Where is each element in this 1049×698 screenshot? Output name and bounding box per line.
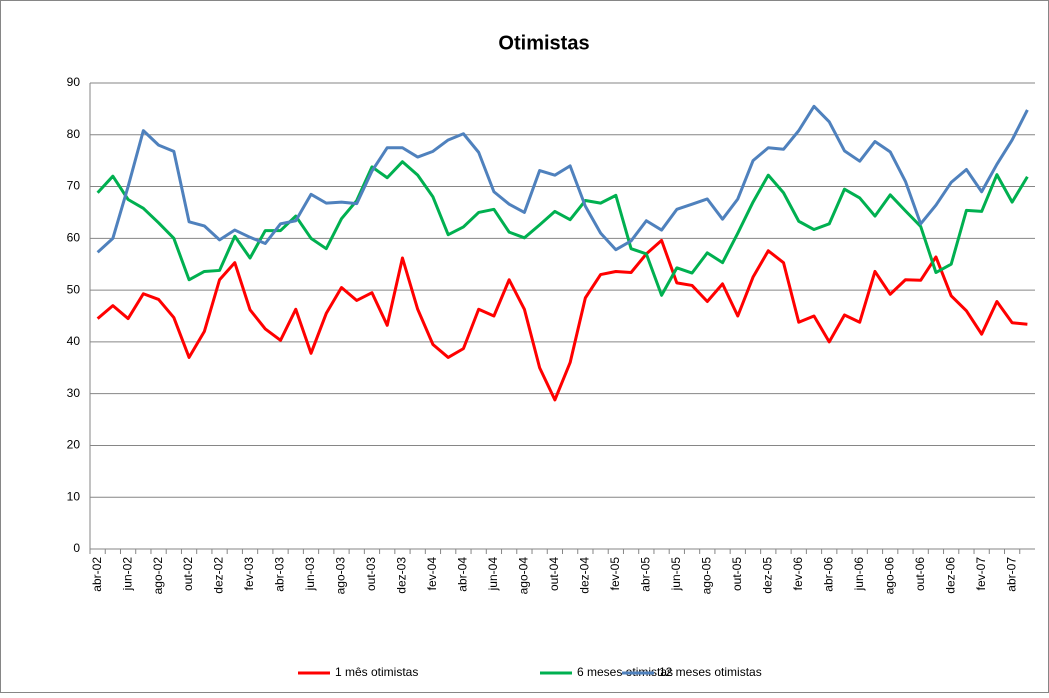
y-tick-label: 30 [67, 386, 81, 400]
x-tick-label: ago-02 [151, 557, 165, 595]
y-tick-label: 70 [67, 179, 81, 193]
x-tick-label: dez-02 [212, 557, 226, 594]
y-tick-label: 20 [67, 438, 81, 452]
x-tick-label: ago-04 [517, 557, 531, 595]
y-tick-label: 10 [67, 489, 81, 503]
x-tick-label: ago-05 [699, 557, 713, 595]
x-tick-label: ago-03 [334, 557, 348, 595]
y-tick-label: 90 [67, 75, 81, 89]
series-line [96, 160, 1029, 297]
series-line [96, 238, 1028, 402]
y-tick-label: 40 [67, 334, 81, 348]
x-tick-label: ago-06 [882, 557, 896, 595]
x-tick-label: out-02 [181, 557, 195, 591]
x-tick-label: dez-04 [578, 557, 592, 594]
x-tick-label: dez-06 [943, 557, 957, 594]
x-tick-label: jun-06 [852, 557, 866, 592]
x-tick-label: out-06 [913, 557, 927, 591]
x-tick-label: jun-02 [120, 557, 134, 592]
legend-label: 12 meses otimistas [659, 665, 762, 679]
x-tick-label: jun-04 [486, 557, 500, 592]
y-tick-label: 80 [67, 127, 81, 141]
x-tick-label: abr-06 [821, 557, 835, 592]
x-tick-label: fev-03 [242, 557, 256, 591]
series-line [96, 104, 1029, 254]
x-tick-label: out-03 [364, 557, 378, 591]
y-tick-label: 0 [73, 541, 80, 555]
y-tick-label: 60 [67, 231, 81, 245]
x-tick-label: fev-06 [791, 557, 805, 591]
x-tick-label: abr-07 [1004, 557, 1018, 592]
x-tick-label: fev-05 [608, 557, 622, 591]
legend-label: 1 mês otimistas [335, 665, 418, 679]
x-tick-label: jun-03 [303, 557, 317, 592]
x-tick-label: out-05 [730, 557, 744, 591]
x-tick-label: jun-05 [669, 557, 683, 592]
x-tick-label: dez-03 [395, 557, 409, 594]
x-tick-label: abr-05 [639, 557, 653, 592]
chart-title: Otimistas [498, 32, 589, 54]
x-tick-label: fev-07 [974, 557, 988, 591]
x-tick-label: abr-03 [273, 557, 287, 592]
x-tick-label: abr-02 [90, 557, 104, 592]
x-tick-label: abr-04 [456, 557, 470, 592]
x-tick-label: dez-05 [760, 557, 774, 594]
x-tick-label: fev-04 [425, 557, 439, 591]
x-tick-label: out-04 [547, 557, 561, 591]
y-tick-label: 50 [67, 282, 81, 296]
